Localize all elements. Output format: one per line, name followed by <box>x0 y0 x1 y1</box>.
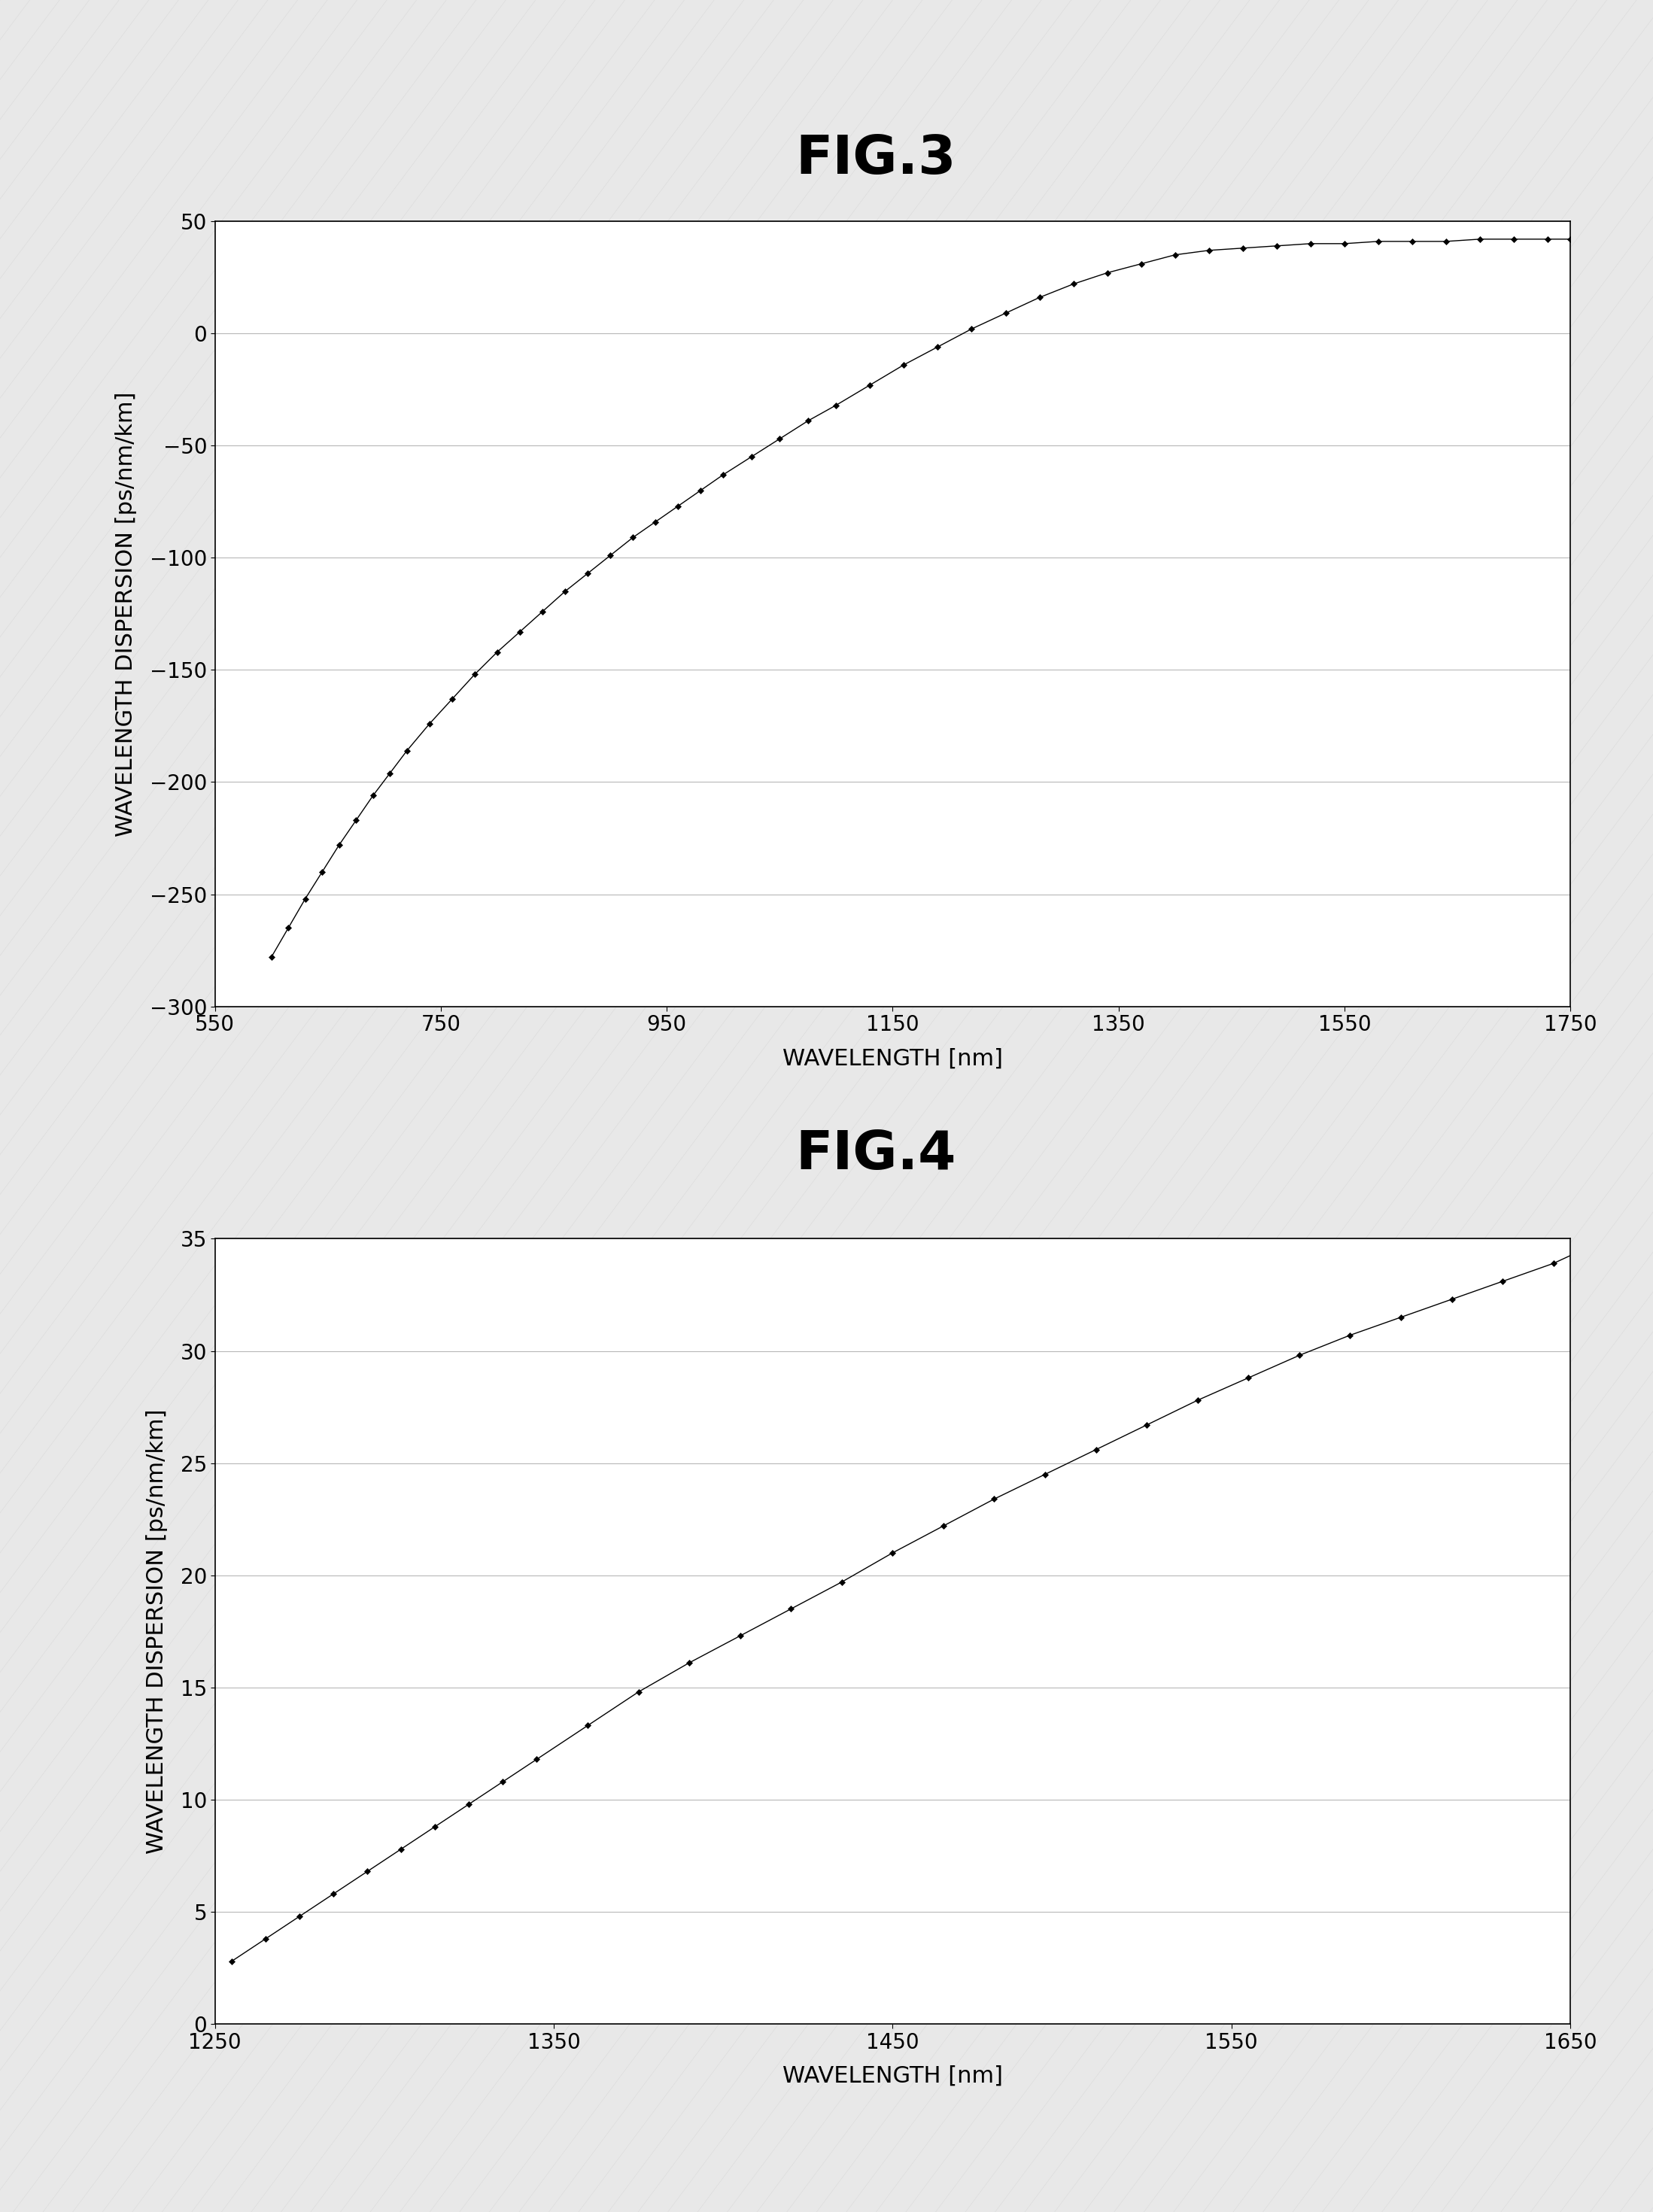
Y-axis label: WAVELENGTH DISPERSION [ps/nm/km]: WAVELENGTH DISPERSION [ps/nm/km] <box>116 392 137 836</box>
Text: FIG.3: FIG.3 <box>795 133 957 186</box>
X-axis label: WAVELENGTH [nm]: WAVELENGTH [nm] <box>782 1048 1003 1071</box>
X-axis label: WAVELENGTH [nm]: WAVELENGTH [nm] <box>782 2066 1003 2088</box>
Y-axis label: WAVELENGTH DISPERSION [ps/nm/km]: WAVELENGTH DISPERSION [ps/nm/km] <box>145 1409 169 1854</box>
Text: FIG.4: FIG.4 <box>795 1128 957 1181</box>
